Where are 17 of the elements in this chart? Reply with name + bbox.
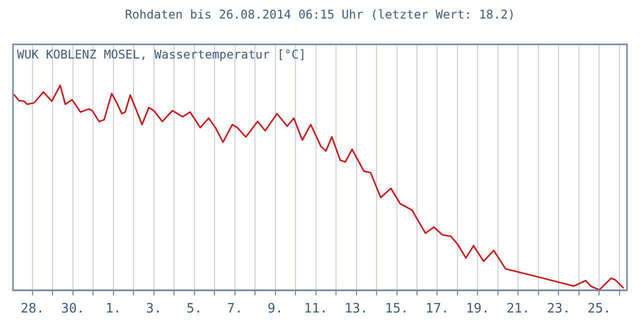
x-tick-label: 13. <box>344 302 368 317</box>
x-tick-label: 25. <box>587 302 611 317</box>
x-tick-label: 19. <box>466 302 490 317</box>
x-tick-label: 23. <box>546 302 570 317</box>
chart-title: Rohdaten bis 26.08.2014 06:15 Uhr (letzter Wert: 18.2) <box>124 7 516 22</box>
x-tick-label: 9. <box>267 302 284 317</box>
x-tick-label: 5. <box>186 302 202 317</box>
x-tick-label: 30. <box>61 302 85 317</box>
x-tick-label: 21. <box>506 302 530 317</box>
x-tick-label: 15. <box>385 302 408 317</box>
x-tick-label: 28. <box>20 302 44 317</box>
x-tick-label: 17. <box>425 302 449 317</box>
chart-subtitle: WUK KOBLENZ MOSEL, Wassertemperatur [°C] <box>17 48 306 62</box>
x-tick-label: 7. <box>226 302 243 317</box>
x-tick-label: 1. <box>106 302 122 317</box>
x-tick-label: 11. <box>304 302 328 317</box>
x-tick-label: 3. <box>146 302 162 317</box>
